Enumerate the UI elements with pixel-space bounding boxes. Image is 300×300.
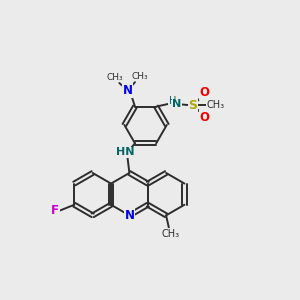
Text: O: O [199,111,209,124]
Text: F: F [51,204,59,217]
Text: N: N [172,99,182,109]
Text: CH₃: CH₃ [206,100,224,110]
Text: CH₃: CH₃ [106,73,123,82]
Text: H: H [169,96,176,106]
Text: CH₃: CH₃ [161,229,180,239]
Text: CH₃: CH₃ [131,72,148,81]
Text: S: S [188,99,197,112]
Text: N: N [124,209,134,222]
Text: HN: HN [116,147,134,158]
Text: O: O [199,86,209,99]
Text: N: N [123,84,133,97]
